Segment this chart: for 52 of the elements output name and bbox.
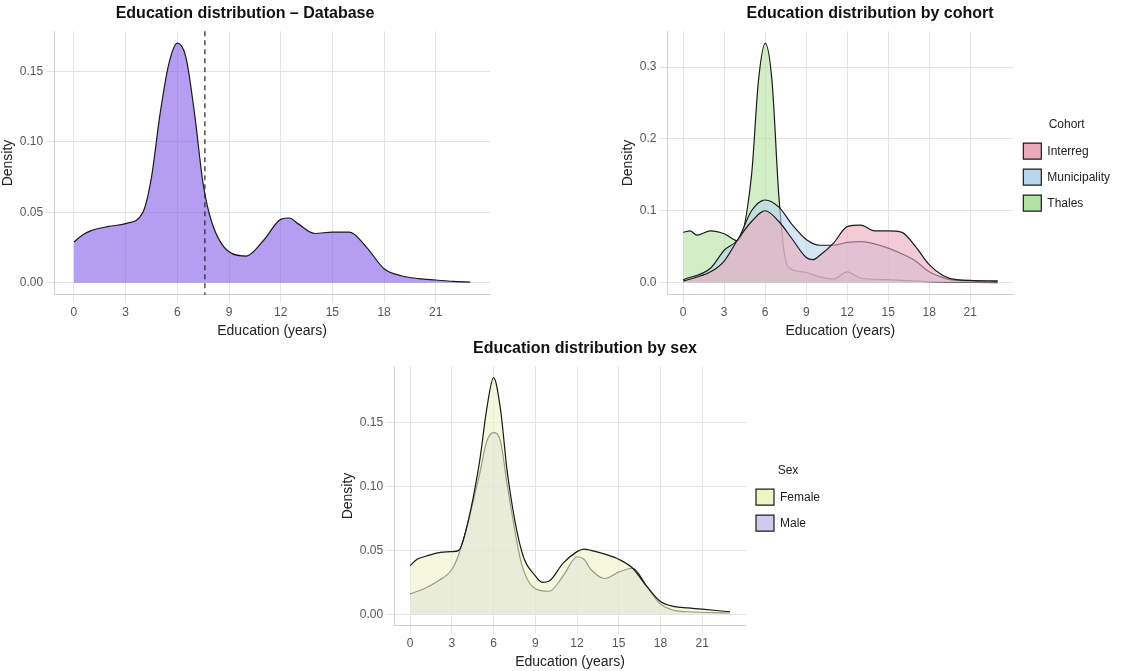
x-tick-label: 21 [695,636,710,651]
y-tick-label: 0.05 [359,542,384,557]
y-tick-label: 0.15 [19,63,44,78]
legend-title: Sex [777,463,799,478]
y-tick-label: 0.00 [359,606,384,621]
x-tick-label: 0 [406,636,414,651]
legend-label: Municipality [1047,169,1111,184]
x-tick-label: 6 [173,305,181,320]
legend-label: Male [779,515,807,530]
x-tick-label: 18 [922,305,937,320]
y-tick-label: 0.3 [639,59,657,74]
x-tick-label: 12 [274,305,288,320]
x-axis-title: Education (years) [785,322,896,339]
y-tick-label: 0.10 [359,478,384,493]
x-axis-title: Education (years) [515,653,625,670]
x-tick-label: 3 [448,636,456,651]
x-axis-title: Education (years) [217,322,327,339]
y-axis-title: Density [619,139,636,187]
x-tick-label: 21 [429,305,443,320]
x-tick-label: 3 [122,305,130,320]
x-tick-label: 9 [802,305,810,320]
chart-title: Education distribution by cohort [746,4,995,22]
x-tick-label: 0 [70,305,78,320]
chart-title: Education distribution by sex [472,339,698,357]
x-tick-label: 3 [720,305,728,320]
y-tick-label: 0.05 [19,204,44,219]
y-tick-label: 0.2 [639,131,657,146]
x-tick-label: 15 [612,636,626,651]
y-tick-label: 0.15 [359,414,384,429]
x-tick-label: 18 [377,305,392,320]
y-tick-label: 0.0 [639,274,657,289]
legend-title: Cohort [1048,117,1086,132]
x-tick-label: 6 [490,636,498,651]
y-tick-label: 0.00 [19,275,44,290]
x-tick-label: 18 [653,636,668,651]
x-tick-label: 15 [881,305,896,320]
y-axis-title: Density [0,139,16,187]
legend-label: Interreg [1047,143,1089,158]
x-tick-label: 0 [679,305,687,320]
legend-label: Female [779,489,821,504]
x-tick-label: 6 [761,305,769,320]
chart-title: Education distribution – Database [115,4,375,22]
y-tick-label: 0.1 [639,203,657,218]
x-tick-label: 9 [225,305,233,320]
y-axis-title: Density [339,472,356,520]
x-tick-label: 21 [963,305,978,320]
y-tick-label: 0.10 [19,134,44,149]
x-tick-label: 12 [840,305,855,320]
x-tick-label: 15 [325,305,340,320]
x-tick-label: 9 [531,636,539,651]
x-tick-label: 12 [570,636,585,651]
legend-label: Thales [1047,195,1084,210]
